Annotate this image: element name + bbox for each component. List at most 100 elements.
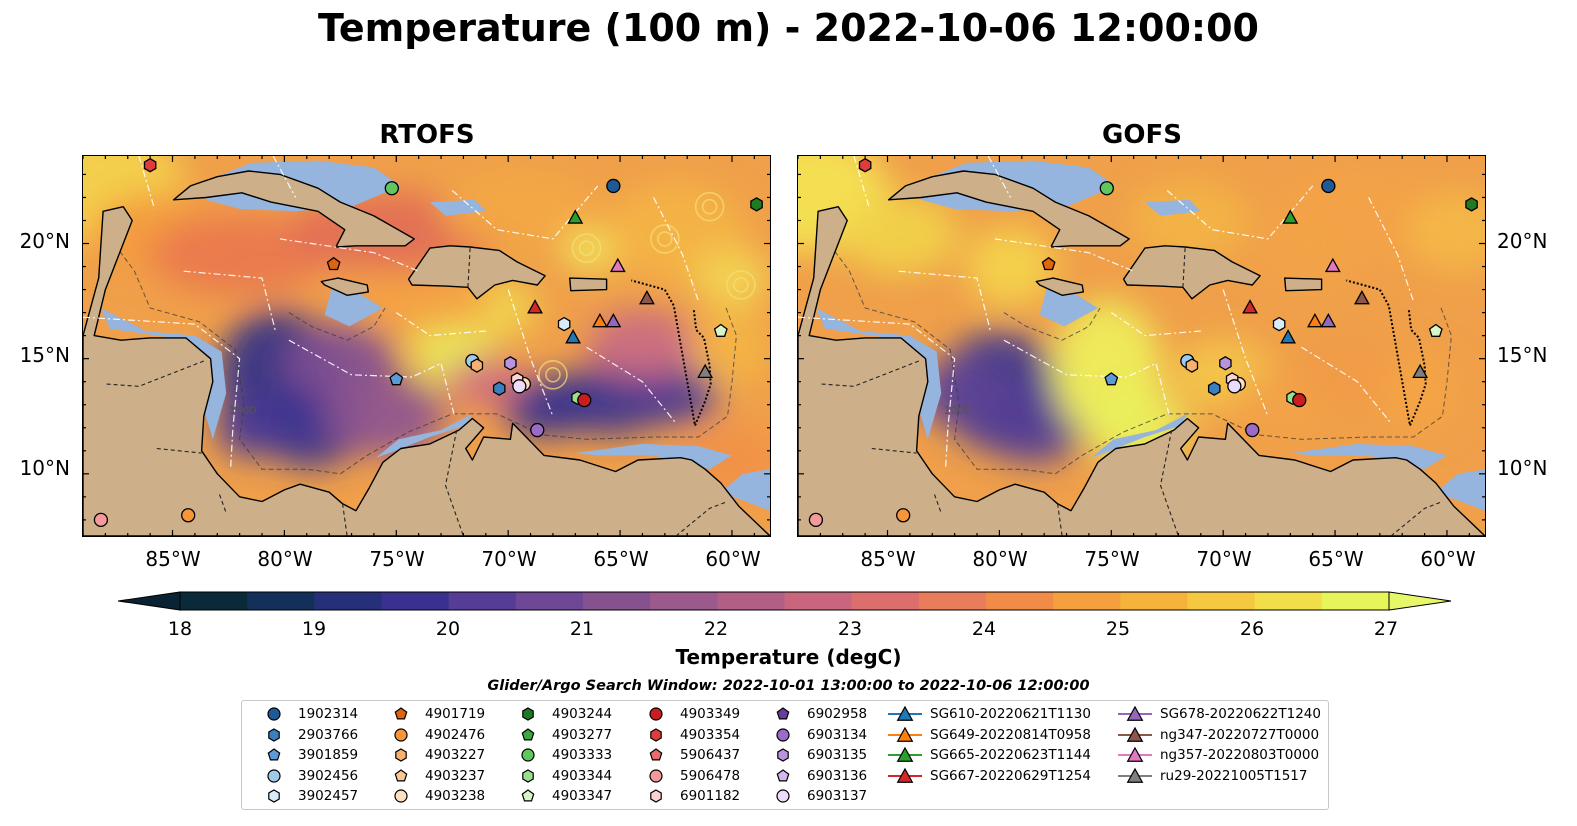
gofs-marker-4903227 — [1185, 358, 1199, 373]
rtofs-shelf-2 — [324, 289, 383, 327]
colorbar-bin-15 — [1187, 592, 1256, 610]
gofs-marker-ru29-20221005T1517 — [1412, 363, 1429, 379]
colorbar-tick-26: 26 — [1239, 618, 1265, 640]
rtofs-ticks — [83, 156, 770, 536]
rtofs-eddies — [538, 191, 756, 390]
legend-item-label: ng357-20220803T0000 — [1160, 747, 1320, 763]
hexagon-marker-icon — [268, 727, 280, 742]
circle-marker-icon — [649, 768, 663, 783]
rtofs-isobaths — [104, 231, 737, 475]
gofs-ticks — [798, 156, 1485, 536]
lon-label-80w-rtofs: 80°W — [257, 547, 313, 571]
gofs-marker-4903354 — [858, 157, 872, 173]
colorbar-tick-18: 18 — [167, 618, 193, 640]
circle-marker-icon — [394, 789, 408, 803]
gofs-marker-4903333 — [1099, 181, 1114, 196]
map-panel-rtofs[interactable]: 1000 — [82, 155, 771, 537]
rtofs-shelf-5 — [720, 469, 770, 511]
figure-title: Temperature (100 m) - 2022-10-06 12:00:0… — [317, 6, 1259, 50]
lat-label-10n-right: 10°N — [1497, 456, 1548, 480]
rtofs-marker-4903227 — [470, 358, 484, 373]
rtofs-marker-6903134 — [530, 422, 545, 438]
gofs-marker-3901859 — [1104, 372, 1119, 386]
gofs-shelf-6 — [1144, 199, 1201, 216]
lon-label-60w-rtofs: 60°W — [705, 547, 761, 571]
gofs-marker-6903135 — [1219, 356, 1232, 371]
rtofs-contour-label: 1000 — [228, 404, 256, 417]
colorbar-bin-4 — [448, 592, 517, 610]
colorbar-label: Temperature (degC) — [675, 645, 902, 669]
legend-item-label: 4903237 — [425, 767, 486, 784]
triangle-marker-icon — [1118, 767, 1152, 783]
rtofs-shelf-1 — [100, 308, 227, 440]
rtofs-shelf-3 — [376, 413, 473, 458]
gofs-marker-6903137 — [1227, 379, 1242, 394]
rtofs-marker-4903347 — [713, 323, 728, 337]
pentagon-marker-icon — [521, 727, 535, 740]
gofs-country-borders — [820, 248, 1443, 536]
rtofs-marker-ru29-20221005T1517 — [697, 363, 714, 379]
circle-marker-icon — [267, 768, 281, 783]
rtofs-marker-SG665-20220623T1144 — [567, 209, 584, 224]
rtofs-marker-4903333 — [384, 181, 399, 196]
hexagon-marker-icon — [522, 768, 534, 783]
colorbar — [117, 589, 1452, 613]
triangle-marker-icon — [888, 767, 922, 783]
gofs-marker-4901719 — [1041, 256, 1056, 271]
legend-item-label: 6903137 — [807, 788, 868, 804]
search-window-caption: Glider/Argo Search Window: 2022-10-01 13… — [487, 678, 1090, 694]
gofs-marker-4903349 — [1292, 392, 1307, 408]
legend-item-label: 4903227 — [425, 747, 486, 763]
triangle-marker-icon — [1118, 705, 1152, 721]
gofs-shelf-1 — [815, 308, 942, 440]
colorbar-tick-25: 25 — [1105, 618, 1131, 640]
legend-item-label: ng347-20220727T0000 — [1160, 726, 1320, 743]
lat-label-15n-left: 15°N — [19, 343, 70, 367]
legend-item-label: 4903238 — [425, 788, 486, 804]
legend-item-label: 1902314 — [298, 706, 359, 722]
rtofs-marker-5906478 — [93, 512, 109, 528]
colorbar-outline — [179, 591, 1390, 611]
gofs-marker-SG678-20220622T1240 — [1320, 312, 1337, 328]
legend-item-label: 6903135 — [807, 747, 868, 763]
colorbar-tick-19: 19 — [301, 618, 327, 640]
rtofs-marker-4903354 — [143, 157, 157, 173]
rtofs-land-hispaniola — [407, 245, 546, 300]
colorbar-tick-20: 20 — [435, 618, 461, 640]
rtofs-marker-4903244 — [750, 197, 763, 212]
circle-marker-icon — [267, 707, 281, 721]
legend-item-label: 6903136 — [807, 767, 868, 784]
rtofs-marker-6903135 — [504, 356, 517, 371]
rtofs-land-cuba — [172, 170, 415, 248]
rtofs-lesser-antilles — [631, 279, 712, 430]
pentagon-marker-icon — [776, 768, 790, 781]
hexagon-marker-icon — [268, 789, 280, 803]
rtofs-marker-ng357-20220803T0000 — [609, 257, 626, 273]
rtofs-marker-SG678-20220622T1240 — [605, 312, 622, 328]
circle-marker-icon — [649, 707, 663, 721]
panel-title-rtofs: RTOFS — [379, 120, 475, 150]
pentagon-marker-icon — [649, 748, 663, 761]
legend-item-label: SG678-20220622T1240 — [1160, 706, 1321, 722]
colorbar-bin-14 — [1120, 592, 1189, 610]
rtofs-marker-3901859 — [389, 372, 404, 386]
map-panel-gofs[interactable]: 1000 — [797, 155, 1486, 537]
legend-item-label: SG649-20220814T0958 — [930, 726, 1091, 743]
legend-item-label: 6902958 — [807, 706, 868, 722]
lon-label-85w-gofs: 85°W — [860, 547, 916, 571]
gofs-land-hispaniola — [1122, 245, 1261, 300]
legend-item-label: 4903344 — [552, 767, 613, 784]
colorbar-tick-23: 23 — [837, 618, 863, 640]
gofs-land-cuba — [887, 170, 1130, 248]
colorbar-bin-6 — [583, 592, 651, 610]
legend-item-label: 4901719 — [425, 706, 486, 722]
rtofs-marker-1902314 — [606, 178, 621, 194]
gofs-contour-label: 1000 — [943, 404, 971, 417]
lon-label-65w-rtofs: 65°W — [593, 547, 649, 571]
legend-item-label: SG610-20220621T1130 — [930, 706, 1091, 722]
colorbar-extend-high — [1388, 591, 1452, 611]
pentagon-marker-icon — [267, 748, 281, 761]
rtofs-country-borders — [105, 248, 728, 536]
lat-label-20n-right: 20°N — [1497, 229, 1548, 253]
legend-item-label: SG665-20220623T1144 — [930, 747, 1091, 763]
